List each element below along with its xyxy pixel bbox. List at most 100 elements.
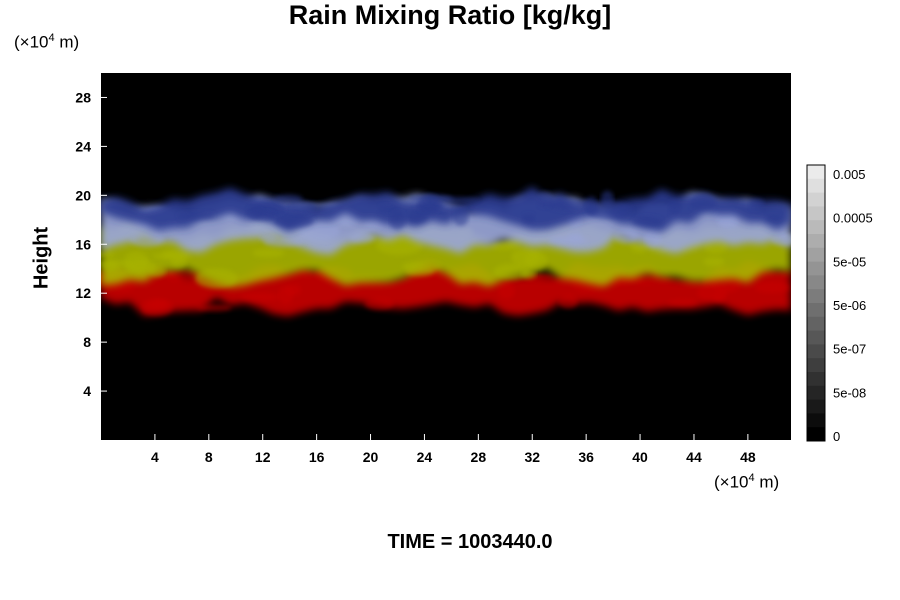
colorbar-swatch	[807, 344, 825, 359]
rain-blob	[148, 266, 166, 277]
colorbar-swatch	[807, 413, 825, 428]
y-tick-label: 24	[75, 138, 91, 154]
colorbar-swatch	[807, 275, 825, 290]
y-tick-label: 4	[83, 383, 91, 399]
rain-blob	[490, 242, 521, 250]
rain-blob	[748, 198, 765, 209]
rain-blob	[378, 205, 400, 213]
colorbar-swatch	[807, 372, 825, 387]
x-tick-label: 8	[205, 449, 213, 465]
rain-blob	[263, 236, 304, 247]
colorbar-swatch	[807, 399, 825, 414]
y-tick-label: 8	[83, 334, 91, 350]
rain-field	[101, 186, 791, 317]
colorbar-label: 0.0005	[833, 211, 873, 226]
y-axis-unit: (×104 m)	[14, 32, 79, 53]
rain-blob	[274, 214, 314, 228]
x-tick-label: 44	[686, 449, 702, 465]
colorbar-swatch	[807, 165, 825, 180]
y-tick-label: 12	[75, 285, 91, 301]
colorbar-swatch	[807, 330, 825, 345]
x-axis-unit: (×104 m)	[714, 472, 779, 493]
rain-blob	[376, 236, 423, 255]
rain-blob	[245, 208, 265, 219]
rain-blob	[125, 259, 156, 273]
rain-blob	[252, 248, 285, 258]
rain-blob	[414, 201, 446, 211]
y-unit-exponent: 4	[48, 32, 55, 44]
colorbar-label: 0	[833, 429, 840, 444]
rain-blob	[148, 300, 168, 311]
y-tick-label: 28	[75, 89, 91, 105]
time-annotation: TIME = 1003440.0	[387, 531, 553, 553]
rain-blob	[177, 212, 215, 220]
colorbar-swatch	[807, 289, 825, 304]
rain-blob	[558, 295, 578, 309]
colorbar-swatch	[807, 206, 825, 221]
rain-blob	[101, 251, 116, 258]
colorbar-swatch	[807, 261, 825, 276]
rain-blob	[703, 257, 725, 267]
rain-blob	[667, 299, 698, 306]
colorbar-swatch	[807, 234, 825, 249]
chart-title: Rain Mixing Ratio [kg/kg]	[288, 0, 612, 30]
colorbar-swatch	[807, 192, 825, 207]
x-tick-label: 12	[255, 449, 271, 465]
colorbar-label: 5e-08	[833, 385, 866, 400]
rain-blob	[765, 214, 782, 221]
colorbar-frame	[806, 164, 826, 442]
colorbar-swatch	[807, 385, 825, 400]
colorbar-label: 0.005	[833, 167, 866, 182]
rain-blob	[431, 197, 479, 204]
colorbar-swatch	[807, 220, 825, 235]
rain-blob	[239, 293, 281, 301]
rain-blob	[197, 304, 232, 312]
y-unit-prefix: (×10	[14, 32, 49, 52]
x-tick-label: 40	[632, 449, 648, 465]
colorbar-label: 5e-07	[833, 342, 866, 357]
rain-blob	[298, 221, 340, 242]
x-tick-label: 48	[740, 449, 756, 465]
rain-blob	[102, 261, 119, 272]
rain-layer-blue	[101, 186, 791, 233]
x-unit-suffix: m)	[754, 472, 780, 492]
x-tick-label: 24	[417, 449, 433, 465]
colorbar-swatch	[807, 303, 825, 318]
x-tick-label: 4	[151, 449, 159, 465]
rain-blob	[285, 200, 317, 214]
rain-blob	[632, 216, 662, 227]
colorbar-swatch	[807, 178, 825, 193]
colorbar-swatch	[807, 358, 825, 373]
colorbar-label: 5e-06	[833, 298, 866, 313]
rain-blob	[364, 298, 394, 310]
rain-blob	[613, 227, 638, 244]
colorbar-swatch	[807, 427, 825, 442]
rain-blob	[129, 231, 165, 247]
rain-blob	[697, 284, 728, 301]
colorbar-label: 5e-05	[833, 254, 866, 269]
rain-blob	[547, 199, 593, 211]
rain-blob	[349, 233, 375, 243]
x-tick-label: 28	[471, 449, 487, 465]
x-unit-exponent: 4	[748, 472, 755, 484]
rain-blob	[754, 281, 790, 294]
rain-blob	[407, 210, 428, 223]
rain-blob	[644, 229, 662, 248]
rain-blob	[493, 263, 531, 280]
colorbar-swatch	[807, 316, 825, 331]
rain-blob	[585, 201, 633, 220]
y-tick-label: 16	[75, 236, 91, 252]
rain-blob	[152, 252, 192, 260]
rain-blob	[274, 194, 303, 203]
rain-blob	[498, 282, 515, 300]
rain-blob	[453, 207, 469, 226]
rain-blob	[667, 200, 681, 215]
rain-blob	[537, 191, 553, 207]
x-tick-label: 32	[524, 449, 540, 465]
x-unit-prefix: (×10	[714, 472, 749, 492]
x-tick-label: 20	[363, 449, 379, 465]
rain-blob	[511, 248, 540, 267]
x-tick-label: 36	[578, 449, 594, 465]
